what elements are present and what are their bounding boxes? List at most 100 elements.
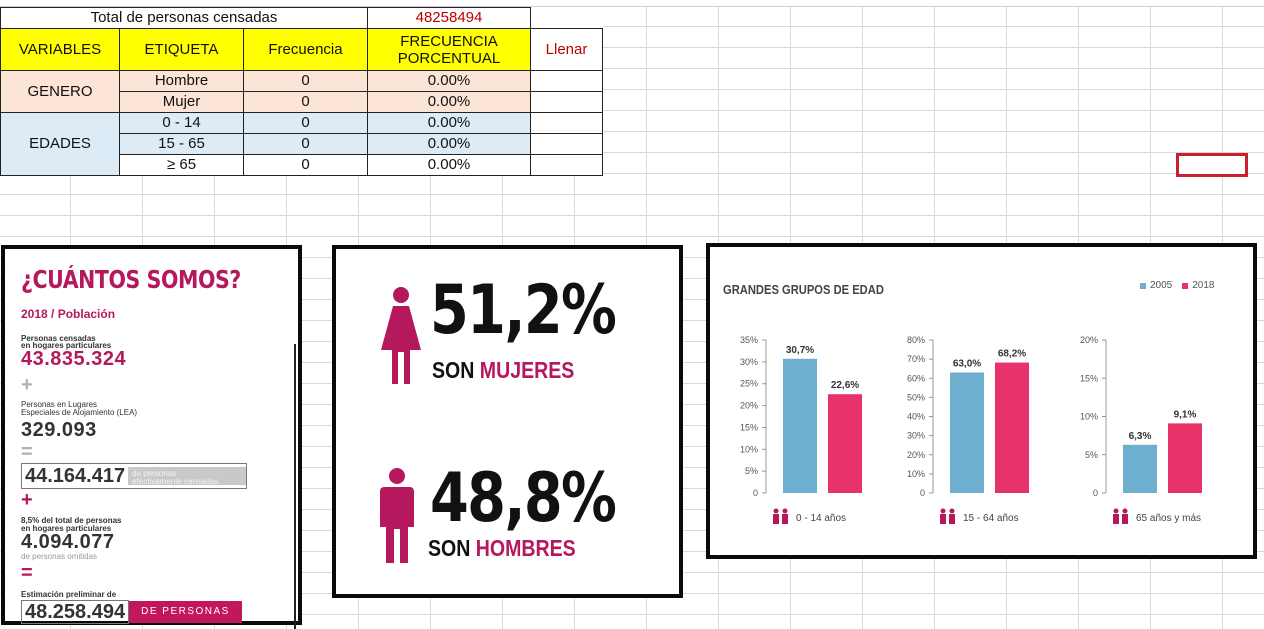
llenar-cell[interactable]: [530, 154, 603, 176]
equals-sign-2: =: [21, 562, 33, 584]
estimacion-tag: DE PERSONAS: [129, 601, 242, 623]
plus-sign: +: [21, 374, 33, 396]
census-summary-image[interactable]: ¿CUÁNTOS SOMOS? 2018 / Población Persona…: [1, 245, 302, 629]
people-icon: [782, 508, 788, 514]
people-icon: [1113, 508, 1119, 514]
chart-legend: 2005 2018: [1140, 280, 1215, 291]
header-frecuencia-porcentual[interactable]: FRECUENCIA PORCENTUAL: [367, 28, 531, 71]
variable-genero[interactable]: GENERO: [0, 70, 120, 113]
man-icon: [380, 468, 414, 563]
frecuencia-cell[interactable]: 0: [243, 91, 368, 113]
bar-value-label: 22,6%: [831, 380, 859, 391]
omitidas-caption: de personas omitidas: [21, 552, 98, 561]
woman-icon: [381, 287, 421, 384]
female-caption: SON MUJERES: [432, 357, 574, 384]
etiqueta-cell[interactable]: Mujer: [119, 91, 244, 113]
omitidas-label-2: en hogares particulares: [21, 524, 112, 533]
y-tick-label: 0: [920, 488, 925, 498]
llenar-cell[interactable]: [530, 91, 603, 113]
male-caption: SON HOMBRES: [428, 535, 576, 562]
bar-value-label: 6,3%: [1129, 431, 1152, 442]
porcentual-cell[interactable]: 0.00%: [367, 133, 531, 155]
y-tick-label: 15%: [740, 422, 758, 432]
census-table: Total de personas censadas 48258494 VARI…: [0, 7, 603, 176]
people-icon: [949, 514, 955, 524]
frecuencia-cell[interactable]: 0: [243, 70, 368, 92]
etiqueta-cell[interactable]: 15 - 65: [119, 133, 244, 155]
header-etiqueta[interactable]: ETIQUETA: [119, 28, 244, 71]
efectivas-value: 44.164.417: [22, 464, 129, 488]
total-label-cell[interactable]: Total de personas censadas: [0, 7, 368, 29]
legend-swatch-2005: [1140, 282, 1146, 289]
bar-value-label: 9,1%: [1174, 409, 1197, 420]
porcentual-cell[interactable]: 0.00%: [367, 70, 531, 92]
female-caption-b: MUJERES: [479, 357, 575, 383]
etiqueta-cell[interactable]: ≥ 65: [119, 154, 244, 176]
omitidas-value: 4.094.077: [21, 531, 115, 553]
bar-2005: [950, 372, 984, 493]
people-icon: [1122, 514, 1128, 524]
empty-cell[interactable]: [530, 7, 603, 29]
bar-value-label: 68,2%: [998, 349, 1026, 360]
y-tick-label: 10%: [1080, 412, 1098, 422]
y-tick-label: 30%: [907, 431, 925, 441]
y-tick-label: 5%: [745, 466, 758, 476]
header-frecuencia[interactable]: Frecuencia: [243, 28, 368, 71]
llenar-cell[interactable]: [530, 70, 603, 92]
efectivas-label-1: de personas: [132, 469, 177, 478]
bar-2005: [1123, 444, 1157, 493]
y-tick-label: 40%: [907, 412, 925, 422]
bar-value-label: 30,7%: [786, 345, 814, 356]
frecuencia-cell[interactable]: 0: [243, 154, 368, 176]
etiqueta-cell[interactable]: Hombre: [119, 70, 244, 92]
frecuencia-cell[interactable]: 0: [243, 112, 368, 134]
people-icon: [940, 514, 946, 524]
porcentual-cell[interactable]: 0.00%: [367, 91, 531, 113]
gender-summary-image[interactable]: 51,2% SON MUJERES 48,8% SON HOMBRES: [332, 245, 683, 598]
frecuencia-cell[interactable]: 0: [243, 133, 368, 155]
efectivas-label: de personas efectivamente censadas: [128, 467, 247, 486]
y-tick-label: 25%: [740, 379, 758, 389]
chart-title: GRANDES GRUPOS DE EDAD: [723, 282, 884, 297]
people-icon: [1122, 508, 1128, 514]
people-icon: [773, 514, 779, 524]
estimacion-value: 48.258.494: [21, 600, 130, 624]
bar-value-label: 63,0%: [953, 359, 981, 370]
y-tick-label: 35%: [740, 335, 758, 345]
lea-value: 329.093: [21, 419, 97, 441]
male-percentage: 48,8%: [430, 459, 617, 538]
total-value-cell[interactable]: 48258494: [367, 7, 531, 29]
people-icon: [782, 514, 788, 524]
porcentual-cell[interactable]: 0.00%: [367, 154, 531, 176]
legend-swatch-2018: [1182, 282, 1189, 289]
people-icon: [940, 508, 946, 514]
y-tick-label: 20%: [740, 401, 758, 411]
llenar-cell[interactable]: [530, 112, 603, 134]
estimacion-label: Estimación preliminar de: [21, 590, 117, 599]
header-variables[interactable]: VARIABLES: [0, 28, 120, 71]
plus-sign-2: +: [21, 489, 33, 511]
llenar-cell[interactable]: [530, 133, 603, 155]
variable-edades[interactable]: EDADES: [0, 112, 120, 176]
y-tick-label: 10%: [907, 469, 925, 479]
etiqueta-cell[interactable]: 0 - 14: [119, 112, 244, 134]
selected-cell[interactable]: [1176, 153, 1248, 177]
group-label: 65 años y más: [1136, 513, 1201, 524]
bar-2018: [828, 394, 862, 493]
equals-sign: =: [21, 441, 33, 463]
hogares-label-1: Personas censadas: [21, 334, 96, 343]
male-caption-a: SON: [428, 535, 471, 561]
y-tick-label: 60%: [907, 373, 925, 383]
porcentual-cell[interactable]: 0.00%: [367, 112, 531, 134]
header-llenar[interactable]: Llenar: [530, 28, 603, 71]
scroll-divider: [294, 344, 296, 629]
y-tick-label: 0: [1093, 488, 1098, 498]
bar-2018: [1168, 423, 1202, 493]
age-groups-chart-image[interactable]: GRANDES GRUPOS DE EDAD 2005 2018 35% 30% 2…: [706, 243, 1257, 559]
age-bar-chart: 35% 30% 25% 20% 15% 10% 5% 0 30,7% 22,6% 0 - 14 añ…: [740, 335, 1202, 524]
female-caption-a: SON: [432, 357, 475, 383]
sheet-top-strip: [0, 0, 1264, 7]
hogares-label-2: en hogares particulares: [21, 341, 112, 350]
census-subtitle: 2018 / Población: [21, 307, 116, 321]
efectivas-label-2: efectivamente censadas: [132, 477, 219, 486]
